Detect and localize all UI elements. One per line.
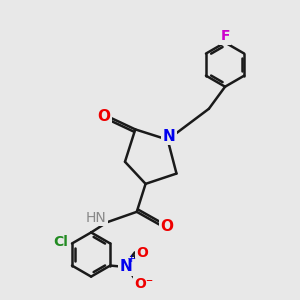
Text: O: O xyxy=(97,109,110,124)
Text: O⁻: O⁻ xyxy=(134,277,154,291)
Text: +: + xyxy=(127,254,136,264)
Text: O: O xyxy=(137,246,148,260)
Text: Cl: Cl xyxy=(53,235,68,249)
Text: F: F xyxy=(220,29,230,43)
Text: O: O xyxy=(160,219,173,234)
Text: N: N xyxy=(163,129,175,144)
Text: N: N xyxy=(120,259,133,274)
Text: HN: HN xyxy=(86,211,106,225)
